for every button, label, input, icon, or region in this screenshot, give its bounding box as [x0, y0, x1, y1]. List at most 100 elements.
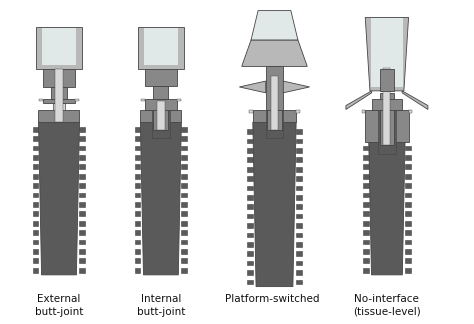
Bar: [182, 212, 187, 216]
Bar: [135, 249, 140, 254]
Bar: [38, 110, 80, 122]
Bar: [296, 176, 302, 181]
Bar: [405, 183, 410, 188]
Bar: [405, 146, 410, 150]
Bar: [80, 146, 85, 150]
Bar: [405, 212, 410, 216]
Bar: [296, 195, 302, 200]
Bar: [247, 186, 253, 190]
Bar: [80, 249, 85, 254]
Bar: [80, 136, 85, 141]
Bar: [135, 165, 140, 169]
Bar: [182, 240, 187, 244]
Bar: [53, 103, 65, 110]
Text: External
butt-joint: External butt-joint: [35, 295, 83, 317]
Bar: [247, 233, 253, 237]
Bar: [247, 251, 253, 256]
Bar: [135, 146, 140, 150]
Bar: [80, 259, 85, 263]
Bar: [135, 127, 140, 132]
Bar: [247, 214, 253, 218]
Bar: [378, 110, 396, 155]
Bar: [182, 183, 187, 188]
Bar: [177, 99, 181, 101]
Bar: [365, 110, 409, 142]
Bar: [405, 259, 410, 263]
Bar: [80, 155, 85, 160]
Bar: [182, 268, 187, 272]
Bar: [296, 233, 302, 237]
Bar: [135, 212, 140, 216]
Bar: [33, 249, 38, 254]
Bar: [145, 99, 177, 110]
Bar: [296, 148, 302, 153]
Bar: [247, 204, 253, 209]
Bar: [296, 270, 302, 275]
Bar: [405, 165, 410, 169]
Bar: [363, 249, 369, 254]
Bar: [267, 101, 282, 130]
Bar: [182, 136, 187, 141]
Bar: [33, 183, 38, 188]
Bar: [363, 259, 369, 263]
Bar: [380, 93, 394, 145]
Bar: [380, 69, 394, 91]
Bar: [33, 240, 38, 244]
Text: Internal
butt-joint: Internal butt-joint: [137, 295, 185, 317]
Bar: [363, 193, 369, 197]
Bar: [182, 165, 187, 169]
Bar: [296, 204, 302, 209]
Polygon shape: [369, 142, 405, 275]
Text: No-interface
(tissue-level): No-interface (tissue-level): [353, 295, 421, 317]
Bar: [135, 202, 140, 207]
Bar: [249, 110, 253, 113]
Bar: [296, 242, 302, 247]
Bar: [405, 193, 410, 197]
Bar: [363, 212, 369, 216]
Bar: [33, 174, 38, 179]
Bar: [33, 146, 38, 150]
Bar: [43, 99, 75, 103]
Bar: [363, 146, 369, 150]
Polygon shape: [402, 91, 428, 110]
Bar: [296, 251, 302, 256]
Bar: [405, 249, 410, 254]
Bar: [182, 230, 187, 235]
Bar: [80, 268, 85, 272]
Bar: [405, 155, 410, 160]
Bar: [296, 167, 302, 171]
Bar: [296, 280, 302, 284]
Bar: [182, 155, 187, 160]
Bar: [135, 174, 140, 179]
Bar: [135, 183, 140, 188]
Bar: [371, 18, 403, 87]
Bar: [363, 165, 369, 169]
Polygon shape: [140, 122, 182, 275]
Bar: [247, 280, 253, 284]
Bar: [51, 87, 67, 99]
Bar: [409, 110, 412, 113]
Bar: [182, 221, 187, 226]
Bar: [363, 230, 369, 235]
Bar: [33, 230, 38, 235]
Bar: [42, 28, 76, 65]
Bar: [80, 193, 85, 197]
Bar: [33, 127, 38, 132]
Bar: [363, 221, 369, 226]
Polygon shape: [365, 17, 409, 91]
Bar: [296, 110, 300, 113]
Bar: [363, 155, 369, 160]
Bar: [363, 268, 369, 272]
Bar: [405, 221, 410, 226]
Bar: [80, 183, 85, 188]
Bar: [405, 202, 410, 207]
Bar: [39, 99, 43, 101]
Bar: [80, 221, 85, 226]
Bar: [405, 174, 410, 179]
Bar: [135, 230, 140, 235]
Bar: [296, 129, 302, 134]
Polygon shape: [283, 81, 310, 93]
Bar: [271, 76, 278, 130]
Bar: [55, 69, 64, 122]
Bar: [247, 157, 253, 162]
